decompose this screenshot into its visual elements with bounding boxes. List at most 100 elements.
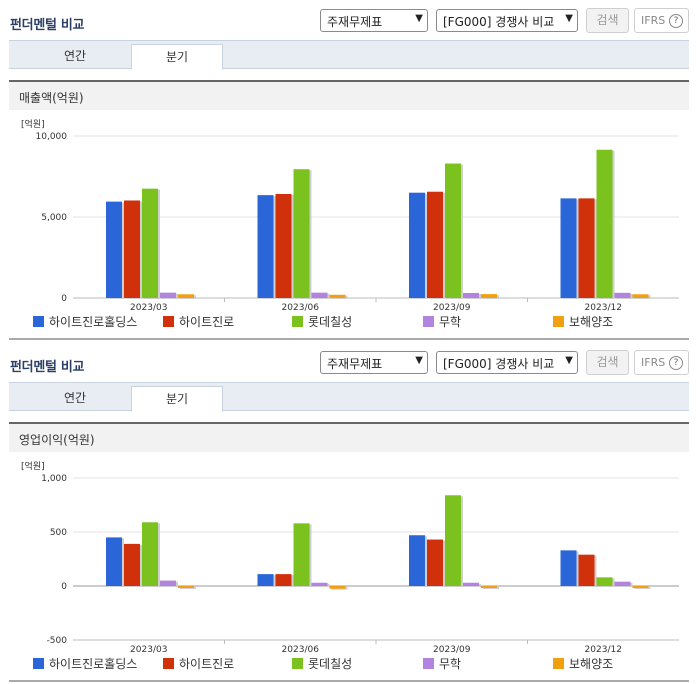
- legend-label: 하이트진로: [179, 657, 235, 671]
- search-button[interactable]: 검색: [586, 350, 629, 375]
- bar[interactable]: [445, 163, 461, 298]
- ifrs-label: IFRS: [641, 14, 666, 27]
- help-icon[interactable]: ?: [669, 14, 683, 28]
- bar[interactable]: [275, 574, 292, 586]
- peer-group-select[interactable]: [FG000] 경쟁사 비교 ▼: [436, 351, 578, 374]
- tab-quarterly[interactable]: 분기: [131, 386, 223, 412]
- fundamental-panel-2: 펀더멘털 비교 주재무제표 ▼ [FG000] 경쟁사 비교 ▼ 검색 IFRS…: [0, 342, 696, 684]
- ifrs-label: IFRS: [641, 356, 666, 369]
- bar[interactable]: [614, 292, 631, 298]
- legend-item[interactable]: 무학: [423, 313, 461, 330]
- bar[interactable]: [142, 522, 158, 586]
- fundamental-panel-1: 펀더멘털 비교 주재무제표 ▼ [FG000] 경쟁사 비교 ▼ 검색 IFRS…: [9, 8, 689, 340]
- y-tick-label: 0: [61, 294, 67, 304]
- x-tick-label: 2023/03: [130, 303, 167, 312]
- bar[interactable]: [124, 543, 140, 586]
- bar[interactable]: [481, 294, 497, 298]
- period-tabs: 연간 분기: [9, 382, 689, 412]
- bar[interactable]: [409, 535, 425, 586]
- legend-item[interactable]: 보해양조: [553, 313, 613, 330]
- divider: [9, 680, 689, 682]
- legend-swatch: [163, 658, 174, 669]
- bar[interactable]: [596, 577, 613, 586]
- y-tick-label: -500: [47, 636, 68, 646]
- bar[interactable]: [614, 581, 631, 586]
- ifrs-button[interactable]: IFRS ?: [634, 8, 689, 33]
- bar[interactable]: [409, 192, 425, 298]
- bar[interactable]: [160, 292, 176, 298]
- bar[interactable]: [632, 294, 649, 298]
- legend-swatch: [423, 658, 434, 669]
- bar[interactable]: [257, 574, 274, 586]
- legend-item[interactable]: 하이트진로홀딩스: [33, 655, 137, 672]
- bar[interactable]: [106, 201, 122, 298]
- chevron-down-icon: ▼: [565, 355, 573, 366]
- chart-area: [억원] -500 0 500 1,000 2023/03 2023/06 2023/09 20…: [9, 454, 689, 682]
- y-tick-label: 500: [50, 528, 67, 538]
- help-icon[interactable]: ?: [669, 356, 683, 370]
- legend-item[interactable]: 하이트진로홀딩스: [33, 313, 137, 330]
- bar[interactable]: [257, 195, 274, 298]
- bar[interactable]: [293, 169, 310, 298]
- statement-type-value: 주재무제표: [327, 357, 383, 371]
- legend-item[interactable]: 무학: [423, 655, 461, 672]
- tab-annual[interactable]: 연간: [63, 391, 87, 405]
- bar[interactable]: [578, 554, 595, 586]
- tab-quarterly[interactable]: 분기: [131, 44, 223, 70]
- legend-label: 무학: [439, 657, 462, 671]
- bar[interactable]: [275, 193, 292, 298]
- x-tick-label: 2023/12: [585, 645, 622, 654]
- bar[interactable]: [142, 188, 158, 298]
- bar[interactable]: [560, 550, 577, 586]
- chart-area: [억원] 0 5,000 10,000 2023/03 2023/06 2023/09 202…: [9, 112, 689, 340]
- bar[interactable]: [427, 539, 443, 586]
- bar[interactable]: [293, 523, 310, 586]
- legend-label: 하이트진로홀딩스: [49, 315, 138, 329]
- legend-swatch: [33, 658, 44, 669]
- legend-item[interactable]: 롯데칠성: [292, 313, 352, 330]
- bar[interactable]: [124, 200, 140, 298]
- legend-item[interactable]: 하이트진로: [163, 313, 234, 330]
- legend-label: 하이트진로홀딩스: [49, 657, 138, 671]
- bar[interactable]: [329, 294, 346, 298]
- tab-annual[interactable]: 연간: [63, 49, 87, 63]
- bar[interactable]: [632, 586, 649, 588]
- bar[interactable]: [560, 198, 577, 298]
- x-tick-label: 2023/06: [282, 303, 320, 312]
- bar[interactable]: [106, 537, 122, 586]
- bar[interactable]: [178, 294, 194, 298]
- bar[interactable]: [311, 582, 328, 586]
- bar[interactable]: [481, 586, 497, 588]
- statement-type-select[interactable]: 주재무제표 ▼: [320, 351, 428, 374]
- legend-label: 보해양조: [569, 657, 614, 671]
- x-tick-label: 2023/06: [282, 645, 320, 654]
- chevron-down-icon: ▼: [565, 13, 573, 24]
- legend-label: 롯데칠성: [308, 657, 353, 671]
- bar[interactable]: [445, 495, 461, 586]
- search-button[interactable]: 검색: [586, 8, 629, 33]
- divider: [9, 338, 689, 340]
- unit-label: [억원]: [21, 118, 45, 130]
- chart-legend: 하이트진로홀딩스 하이트진로 롯데칠성 무학 보해양조: [33, 655, 673, 671]
- statement-type-select[interactable]: 주재무제표 ▼: [320, 9, 428, 32]
- legend-label: 무학: [439, 315, 462, 329]
- legend-item[interactable]: 하이트진로: [163, 655, 234, 672]
- bar[interactable]: [160, 580, 176, 586]
- ifrs-button[interactable]: IFRS ?: [634, 350, 689, 375]
- bar[interactable]: [178, 586, 194, 588]
- bar[interactable]: [463, 582, 479, 586]
- legend-item[interactable]: 보해양조: [553, 655, 613, 672]
- x-tick-label: 2023/12: [585, 303, 622, 312]
- legend-item[interactable]: 롯데칠성: [292, 655, 352, 672]
- legend-label: 보해양조: [569, 315, 614, 329]
- peer-group-select[interactable]: [FG000] 경쟁사 비교 ▼: [436, 9, 578, 32]
- bar[interactable]: [463, 292, 479, 298]
- legend-label: 하이트진로: [179, 315, 235, 329]
- bar[interactable]: [578, 198, 595, 298]
- x-tick-label: 2023/03: [130, 645, 167, 654]
- metric-label: 매출액(억원): [19, 91, 84, 105]
- bar[interactable]: [329, 586, 346, 589]
- bar[interactable]: [596, 149, 613, 298]
- bar[interactable]: [311, 292, 328, 298]
- bar[interactable]: [427, 191, 443, 298]
